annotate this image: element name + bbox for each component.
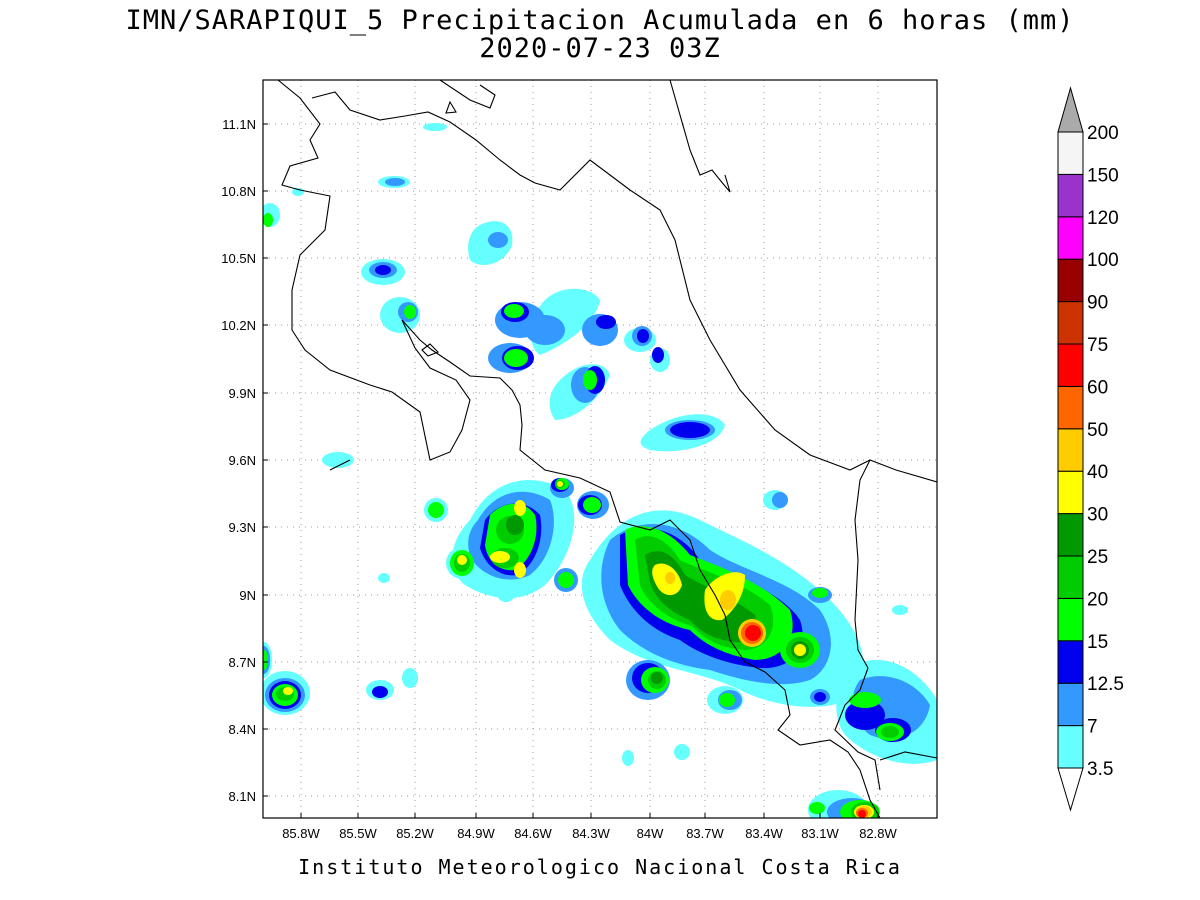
colorbar-label: 12.5 bbox=[1087, 674, 1124, 695]
lon-tick-label: 84.9W bbox=[457, 826, 495, 841]
colorbar-under-arrow bbox=[1057, 767, 1084, 812]
colorbar-swatch bbox=[1057, 597, 1084, 642]
axis-ticks bbox=[263, 123, 879, 818]
colorbar-swatch bbox=[1057, 470, 1084, 515]
lat-tick-label: 10.2N bbox=[221, 318, 256, 333]
map-frame bbox=[262, 79, 938, 819]
colorbar-label: 3.5 bbox=[1087, 759, 1113, 780]
colorbar-label: 25 bbox=[1087, 547, 1108, 568]
lat-tick-label: 8.4N bbox=[229, 722, 256, 737]
map-subtitle: 2020-07-23 03Z bbox=[479, 33, 721, 64]
lon-tick-label: 83.4W bbox=[745, 826, 783, 841]
colorbar-swatch bbox=[1057, 343, 1084, 387]
lon-axis: 85.8W 85.5W 85.2W 84.9W 84.6W 84.3W 84W … bbox=[282, 826, 897, 841]
colorbar-label: 60 bbox=[1087, 377, 1108, 398]
colorbar-label: 30 bbox=[1087, 505, 1108, 526]
coastline bbox=[277, 80, 937, 818]
lat-tick-label: 11.1N bbox=[222, 117, 256, 132]
colorbar-label: 100 bbox=[1087, 250, 1119, 271]
colorbar-swatch bbox=[1057, 513, 1084, 557]
lon-tick-label: 85.2W bbox=[396, 826, 434, 841]
lat-tick-label: 8.1N bbox=[229, 789, 256, 804]
lat-tick-label: 8.7N bbox=[229, 655, 256, 670]
lat-tick-label: 9.9N bbox=[229, 386, 256, 401]
lat-tick-label: 9.6N bbox=[229, 453, 256, 468]
lat-tick-label: 10.8N bbox=[221, 184, 256, 199]
lat-tick-label: 9N bbox=[239, 588, 256, 603]
lat-tick-label: 10.5N bbox=[221, 251, 256, 266]
colorbar-swatch bbox=[1057, 725, 1084, 769]
colorbar-label: 150 bbox=[1087, 165, 1119, 186]
colorbar-swatch bbox=[1057, 640, 1084, 684]
colorbar-swatch bbox=[1057, 682, 1084, 727]
colorbar-swatch bbox=[1057, 301, 1084, 345]
lat-axis: 11.1N 10.8N 10.5N 10.2N 9.9N 9.6N 9.3N 9… bbox=[221, 117, 256, 804]
lon-tick-label: 83.7W bbox=[686, 826, 724, 841]
map-title: IMN/SARAPIQUI_5 Precipitacion Acumulada … bbox=[125, 5, 1075, 36]
lon-tick-label: 82.8W bbox=[859, 826, 897, 841]
lon-tick-label: 84.6W bbox=[514, 826, 552, 841]
colorbar-label: 40 bbox=[1087, 462, 1108, 483]
lon-tick-label: 83.1W bbox=[801, 826, 839, 841]
lon-tick-label: 84.3W bbox=[572, 826, 610, 841]
lon-tick-label: 85.5W bbox=[339, 826, 377, 841]
colorbar-swatch bbox=[1057, 131, 1084, 175]
colorbar-label: 15 bbox=[1087, 632, 1108, 653]
colorbar-label: 90 bbox=[1087, 293, 1108, 314]
footer-credit: Instituto Meteorologico Nacional Costa R… bbox=[298, 855, 902, 879]
colorbar-label: 50 bbox=[1087, 420, 1108, 441]
colorbar-label: 20 bbox=[1087, 589, 1108, 610]
colorbar-label: 75 bbox=[1087, 335, 1108, 356]
colorbar-swatch bbox=[1057, 555, 1084, 599]
precipitation-field bbox=[263, 123, 937, 818]
colorbar-swatch bbox=[1057, 173, 1084, 218]
lat-tick-label: 9.3N bbox=[229, 520, 256, 535]
colorbar-swatch bbox=[1057, 216, 1084, 260]
colorbar-label: 200 bbox=[1087, 123, 1119, 144]
colorbar-over-arrow bbox=[1057, 86, 1084, 133]
colorbar-swatch bbox=[1057, 428, 1084, 472]
map-grid bbox=[263, 80, 937, 818]
colorbar-label: 120 bbox=[1087, 208, 1119, 229]
lon-tick-label: 85.8W bbox=[282, 826, 320, 841]
colorbar-label: 7 bbox=[1087, 717, 1098, 738]
colorbar: 3.5 7 12.5 15 20 25 30 40 50 60 75 90 100 120 150 200 bbox=[1057, 86, 1124, 812]
colorbar-swatch bbox=[1057, 385, 1084, 430]
colorbar-swatch bbox=[1057, 258, 1084, 303]
lon-tick-label: 84W bbox=[637, 826, 664, 841]
